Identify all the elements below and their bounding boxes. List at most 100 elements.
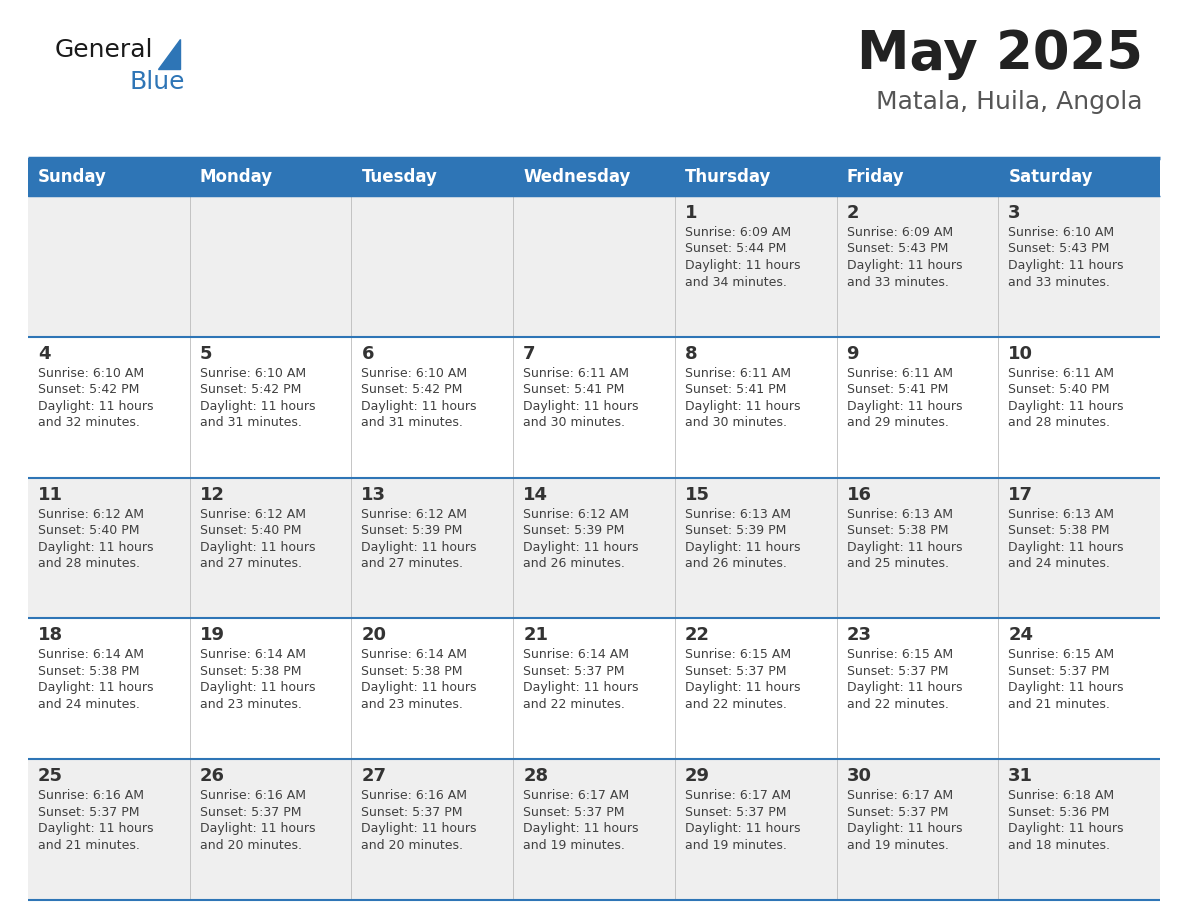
Text: and 20 minutes.: and 20 minutes.: [200, 839, 302, 852]
Text: and 22 minutes.: and 22 minutes.: [523, 698, 625, 711]
Text: 31: 31: [1009, 767, 1034, 785]
Text: and 19 minutes.: and 19 minutes.: [684, 839, 786, 852]
Text: Daylight: 11 hours: Daylight: 11 hours: [684, 823, 801, 835]
Text: Sunset: 5:40 PM: Sunset: 5:40 PM: [200, 524, 302, 537]
Text: Sunset: 5:38 PM: Sunset: 5:38 PM: [361, 665, 463, 677]
Text: Sunrise: 6:14 AM: Sunrise: 6:14 AM: [38, 648, 144, 661]
Text: and 19 minutes.: and 19 minutes.: [847, 839, 948, 852]
Text: Sunset: 5:41 PM: Sunset: 5:41 PM: [847, 384, 948, 397]
Text: Sunrise: 6:14 AM: Sunrise: 6:14 AM: [361, 648, 467, 661]
Text: 30: 30: [847, 767, 872, 785]
Text: Sunrise: 6:10 AM: Sunrise: 6:10 AM: [200, 367, 305, 380]
Text: 14: 14: [523, 486, 548, 504]
Text: Sunset: 5:41 PM: Sunset: 5:41 PM: [523, 384, 625, 397]
Text: Sunrise: 6:17 AM: Sunrise: 6:17 AM: [847, 789, 953, 802]
Text: Daylight: 11 hours: Daylight: 11 hours: [684, 541, 801, 554]
Text: Sunrise: 6:17 AM: Sunrise: 6:17 AM: [523, 789, 630, 802]
Bar: [29, 158, 1159, 196]
Bar: [29, 619, 1159, 759]
Text: 13: 13: [361, 486, 386, 504]
Text: Sunrise: 6:13 AM: Sunrise: 6:13 AM: [1009, 508, 1114, 521]
Text: Daylight: 11 hours: Daylight: 11 hours: [847, 823, 962, 835]
Text: Sunset: 5:37 PM: Sunset: 5:37 PM: [684, 806, 786, 819]
Text: and 23 minutes.: and 23 minutes.: [361, 698, 463, 711]
Bar: [29, 337, 1159, 477]
Text: Daylight: 11 hours: Daylight: 11 hours: [361, 400, 476, 413]
Text: Sunset: 5:37 PM: Sunset: 5:37 PM: [847, 806, 948, 819]
Text: Sunset: 5:37 PM: Sunset: 5:37 PM: [361, 806, 463, 819]
Text: Sunrise: 6:15 AM: Sunrise: 6:15 AM: [847, 648, 953, 661]
Text: May 2025: May 2025: [857, 28, 1143, 80]
Text: 27: 27: [361, 767, 386, 785]
Text: 19: 19: [200, 626, 225, 644]
Bar: [29, 196, 1159, 337]
Text: and 27 minutes.: and 27 minutes.: [361, 557, 463, 570]
Text: Sunrise: 6:18 AM: Sunrise: 6:18 AM: [1009, 789, 1114, 802]
Text: 22: 22: [684, 626, 710, 644]
Text: 16: 16: [847, 486, 872, 504]
Text: and 31 minutes.: and 31 minutes.: [361, 416, 463, 430]
Text: 25: 25: [38, 767, 63, 785]
Text: and 22 minutes.: and 22 minutes.: [684, 698, 786, 711]
Text: Monday: Monday: [200, 168, 273, 186]
Text: Sunday: Sunday: [38, 168, 107, 186]
Text: Sunset: 5:37 PM: Sunset: 5:37 PM: [847, 665, 948, 677]
Text: 9: 9: [847, 345, 859, 363]
Text: 17: 17: [1009, 486, 1034, 504]
Text: Sunset: 5:39 PM: Sunset: 5:39 PM: [523, 524, 625, 537]
Text: Sunrise: 6:16 AM: Sunrise: 6:16 AM: [361, 789, 467, 802]
Text: 21: 21: [523, 626, 548, 644]
Text: Sunrise: 6:15 AM: Sunrise: 6:15 AM: [1009, 648, 1114, 661]
Text: Sunset: 5:37 PM: Sunset: 5:37 PM: [200, 806, 302, 819]
Text: 2: 2: [847, 204, 859, 222]
Text: Sunrise: 6:12 AM: Sunrise: 6:12 AM: [361, 508, 467, 521]
Text: Daylight: 11 hours: Daylight: 11 hours: [38, 681, 153, 694]
Text: and 30 minutes.: and 30 minutes.: [523, 416, 625, 430]
Text: and 30 minutes.: and 30 minutes.: [684, 416, 786, 430]
Text: 15: 15: [684, 486, 710, 504]
Text: Sunrise: 6:16 AM: Sunrise: 6:16 AM: [38, 789, 144, 802]
Text: 23: 23: [847, 626, 872, 644]
Text: Sunrise: 6:14 AM: Sunrise: 6:14 AM: [523, 648, 630, 661]
Text: Sunset: 5:37 PM: Sunset: 5:37 PM: [523, 665, 625, 677]
Text: and 26 minutes.: and 26 minutes.: [684, 557, 786, 570]
Text: 8: 8: [684, 345, 697, 363]
Text: 3: 3: [1009, 204, 1020, 222]
Text: and 33 minutes.: and 33 minutes.: [1009, 275, 1110, 288]
Text: Daylight: 11 hours: Daylight: 11 hours: [1009, 400, 1124, 413]
Text: Sunrise: 6:11 AM: Sunrise: 6:11 AM: [684, 367, 791, 380]
Text: Sunset: 5:36 PM: Sunset: 5:36 PM: [1009, 806, 1110, 819]
Text: 24: 24: [1009, 626, 1034, 644]
Text: Daylight: 11 hours: Daylight: 11 hours: [361, 823, 476, 835]
Text: Thursday: Thursday: [684, 168, 771, 186]
Text: Daylight: 11 hours: Daylight: 11 hours: [684, 259, 801, 272]
Text: 6: 6: [361, 345, 374, 363]
Text: 18: 18: [38, 626, 63, 644]
Text: and 23 minutes.: and 23 minutes.: [200, 698, 302, 711]
Text: Daylight: 11 hours: Daylight: 11 hours: [200, 681, 315, 694]
Text: Daylight: 11 hours: Daylight: 11 hours: [1009, 681, 1124, 694]
Text: Sunset: 5:38 PM: Sunset: 5:38 PM: [38, 665, 139, 677]
Text: Daylight: 11 hours: Daylight: 11 hours: [847, 681, 962, 694]
Text: 28: 28: [523, 767, 549, 785]
Text: and 26 minutes.: and 26 minutes.: [523, 557, 625, 570]
Text: Daylight: 11 hours: Daylight: 11 hours: [847, 259, 962, 272]
Text: 10: 10: [1009, 345, 1034, 363]
Text: Tuesday: Tuesday: [361, 168, 437, 186]
Text: and 22 minutes.: and 22 minutes.: [847, 698, 948, 711]
Text: Sunrise: 6:11 AM: Sunrise: 6:11 AM: [1009, 367, 1114, 380]
Text: Sunset: 5:37 PM: Sunset: 5:37 PM: [523, 806, 625, 819]
Text: Daylight: 11 hours: Daylight: 11 hours: [38, 823, 153, 835]
Text: Sunrise: 6:16 AM: Sunrise: 6:16 AM: [200, 789, 305, 802]
Text: Sunset: 5:40 PM: Sunset: 5:40 PM: [38, 524, 139, 537]
Text: Daylight: 11 hours: Daylight: 11 hours: [847, 400, 962, 413]
Text: Daylight: 11 hours: Daylight: 11 hours: [523, 823, 639, 835]
Text: 4: 4: [38, 345, 51, 363]
Text: 12: 12: [200, 486, 225, 504]
Text: Daylight: 11 hours: Daylight: 11 hours: [200, 823, 315, 835]
Text: 1: 1: [684, 204, 697, 222]
Text: and 27 minutes.: and 27 minutes.: [200, 557, 302, 570]
Text: Daylight: 11 hours: Daylight: 11 hours: [38, 541, 153, 554]
Text: 20: 20: [361, 626, 386, 644]
Text: 29: 29: [684, 767, 710, 785]
